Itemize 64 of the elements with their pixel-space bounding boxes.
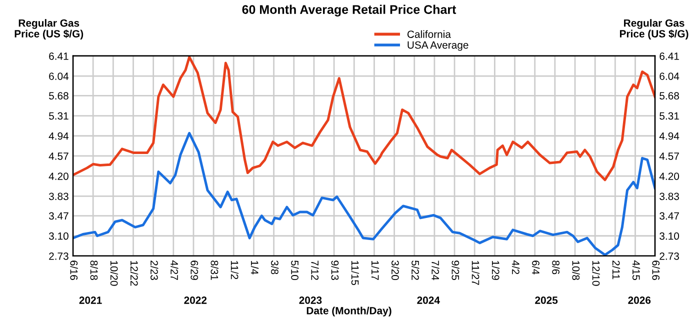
y-axis-title: Regular Gas Price (US $/G) — [14, 19, 84, 40]
x-tick-label: 7/24 — [432, 260, 440, 280]
y2-tick-label: 3.83 — [660, 192, 679, 200]
x-tick-label: 1/17 — [371, 260, 380, 280]
y2-tick-label: 3.47 — [660, 212, 679, 220]
x-tick-label: 3/20 — [391, 260, 400, 280]
x2-tick-label: 2023 — [299, 296, 322, 304]
x-tick-label: 1/29 — [492, 260, 500, 280]
y2-tick-label: 6.41 — [660, 52, 679, 60]
y-tick-label: 4.94 — [48, 132, 69, 140]
x2-tick-label: 2022 — [184, 296, 207, 304]
y-tick-label: 3.47 — [48, 212, 68, 220]
y-tick-label: 3.83 — [48, 192, 68, 200]
x-tick-label: 5/22 — [412, 260, 420, 280]
x-tick-label: 6/16 — [652, 260, 660, 280]
x-tick-label: 7/12 — [311, 260, 319, 280]
y-tick-label: 2.73 — [49, 252, 68, 260]
x-tick-label: 8/6 — [552, 260, 560, 274]
x-tick-label: 4/27 — [170, 260, 178, 280]
y-tick-label: 6.41 — [49, 52, 68, 60]
x-tick-label: 8/31 — [210, 260, 218, 280]
x2-tick-label: 2025 — [535, 296, 558, 304]
x2-tick-label: 2024 — [417, 296, 440, 304]
x-tick-label: 11/15 — [351, 260, 359, 286]
x-tick-label: 5/10 — [291, 260, 299, 280]
x-tick-label: 4/2 — [512, 260, 520, 274]
legend-label: USA Average — [408, 41, 468, 51]
x-tick-label: 4/15 — [632, 260, 640, 280]
y-tick-label: 5.68 — [48, 92, 68, 100]
x-tick-label: 1/4 — [250, 260, 259, 274]
x2-tick-label: 2026 — [628, 296, 651, 304]
x-tick-label: 6/29 — [190, 260, 198, 280]
x-tick-label: 12/22 — [130, 260, 138, 286]
y2-tick-label: 4.57 — [659, 152, 679, 160]
y2-tick-label: 6.04 — [660, 72, 680, 80]
x-tick-label: 11/2 — [230, 260, 239, 280]
y2-tick-label: 2.73 — [660, 252, 679, 260]
x2-tick-label: 2021 — [79, 296, 102, 304]
x-tick-label: 10/8 — [572, 260, 580, 280]
x-tick-label: 2/11 — [612, 260, 620, 280]
x-tick-label: 2/23 — [150, 260, 158, 280]
x-tick-label: 9/13 — [331, 260, 339, 280]
x-tick-label: 6/4 — [532, 260, 540, 274]
y-tick-label: 5.31 — [48, 112, 68, 120]
y2-tick-label: 4.20 — [659, 172, 680, 180]
y2-tick-label: 3.10 — [660, 232, 680, 240]
x-tick-label: 12/10 — [592, 260, 600, 286]
x-tick-label: 6/16 — [70, 260, 78, 280]
x-tick-label: 3/8 — [271, 260, 279, 274]
y2-tick-label: 5.31 — [660, 112, 679, 120]
y-tick-label: 3.10 — [48, 232, 68, 240]
x-axis-title: Date (Month/Day) — [306, 306, 392, 316]
y-tick-label: 6.04 — [49, 72, 69, 80]
x-tick-label: 11/27 — [472, 260, 480, 285]
x-tick-label: 9/25 — [452, 260, 460, 280]
x-tick-label: 10/20 — [110, 260, 118, 286]
y-tick-label: 4.20 — [48, 172, 68, 180]
x-tick-label: 8/18 — [90, 260, 98, 280]
y-tick-label: 4.57 — [48, 152, 68, 160]
y2-tick-label: 5.68 — [660, 92, 679, 100]
y2-axis-title: Regular Gas Price (US $/G) — [620, 19, 688, 40]
legend-label: California — [407, 30, 451, 38]
y2-tick-label: 4.94 — [659, 132, 680, 140]
chart-title: 60 Month Average Retail Price Chart — [242, 4, 456, 16]
